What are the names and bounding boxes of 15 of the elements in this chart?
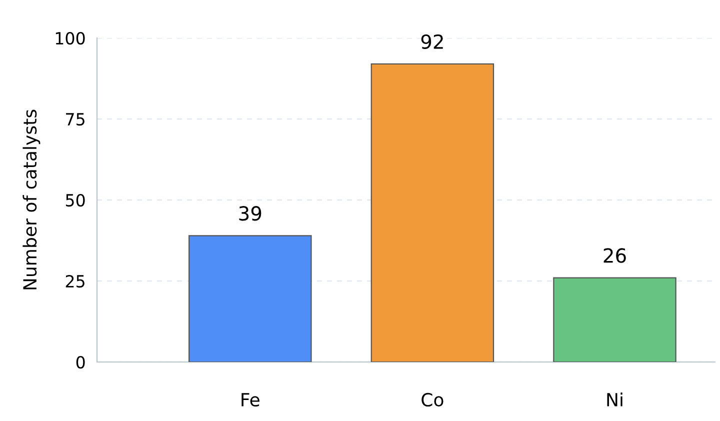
x-tick-label: Fe (242, 393, 260, 407)
x-tick-label: Co (422, 392, 444, 407)
data-label: 39 (239, 206, 262, 221)
y-tick-label: 50 (66, 194, 85, 207)
y-tick-label: 25 (66, 274, 84, 288)
y-tick-label: 0 (76, 356, 85, 369)
bar (370, 63, 494, 362)
x-tick-label: Ni (607, 392, 622, 406)
y-axis-title: Number of catalysts (22, 110, 40, 290)
y-tick-label: 75 (66, 113, 84, 126)
data-label: 26 (604, 248, 626, 263)
y-tick-label: 100 (56, 32, 85, 45)
bar (553, 277, 676, 362)
data-label: 92 (421, 34, 443, 50)
bar (188, 235, 312, 362)
